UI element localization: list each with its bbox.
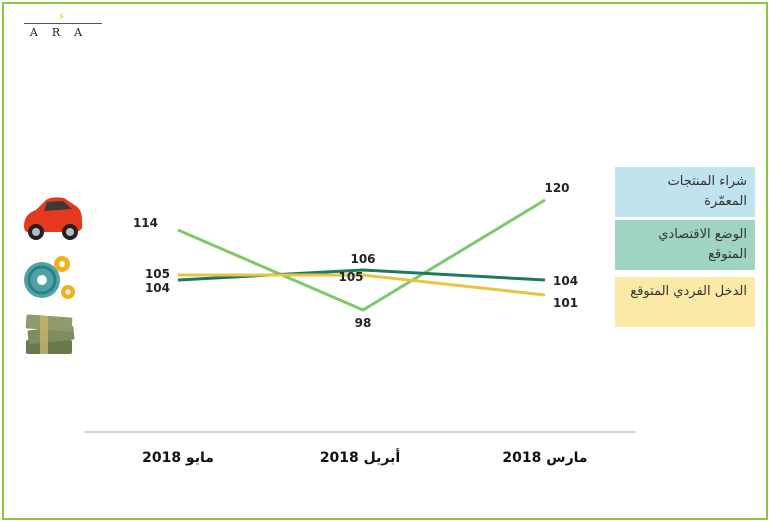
- data-label-s1-p2: 98: [355, 316, 372, 330]
- money-stack-icon: [25, 314, 75, 354]
- data-label-s3-p3: 101: [553, 296, 578, 310]
- car-icon: [24, 197, 82, 240]
- logo-text: ARA: [29, 26, 97, 39]
- data-label-s3-p2: 105: [338, 270, 363, 284]
- data-label-s2-p3: 104: [553, 274, 578, 288]
- data-label-s3-p1: 105: [145, 267, 170, 281]
- legend-entry-2: الوضع الاقتصادي المتوقع: [615, 220, 755, 270]
- data-label-s2-p2: 106: [350, 252, 375, 266]
- legend-entry-1: شراء المنتجات المعمّرة: [615, 167, 755, 217]
- series-line-2: [177, 268, 546, 282]
- x-tick-label-3: مارس 2018: [502, 450, 587, 466]
- series-line-1: [177, 198, 546, 312]
- lightning-bolt-icon: ⚡: [58, 12, 66, 23]
- logo: ⚡ ARA: [22, 12, 104, 42]
- data-label-s1-p1: 114: [133, 216, 158, 230]
- x-tick-label-2: أبريل 2018: [320, 448, 400, 466]
- x-tick-label-1: مايو 2018: [142, 450, 214, 466]
- logo-divider: [24, 23, 102, 24]
- series-line-3: [178, 273, 546, 297]
- data-label-s1-p3: 120: [544, 181, 569, 195]
- gears-icon: [24, 256, 75, 299]
- data-label-s2-p1: 104: [145, 281, 170, 295]
- legend-entry-3: الدخل الفردي المتوقع: [615, 277, 755, 327]
